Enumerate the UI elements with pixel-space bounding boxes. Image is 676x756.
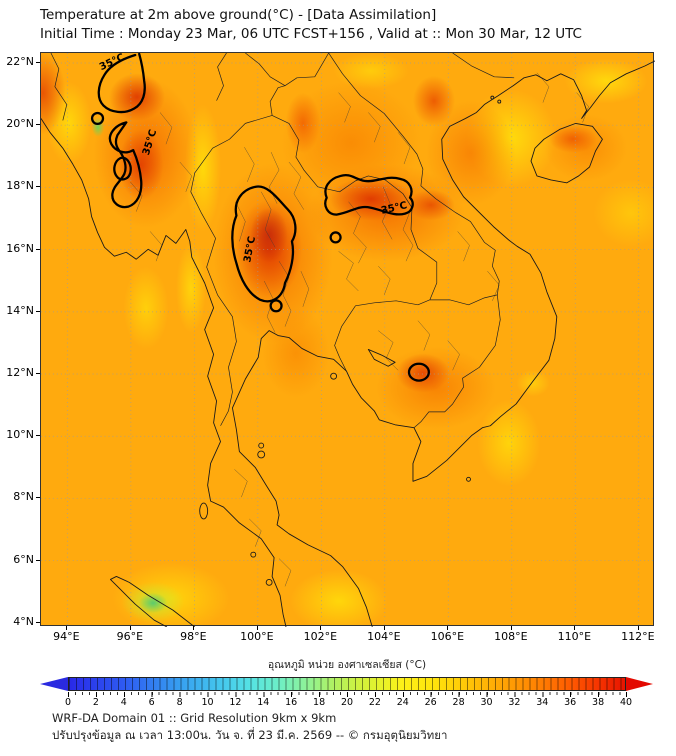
- lat-tick-label: 14°N: [6, 303, 34, 317]
- colorbar-tick-label: 6: [148, 697, 155, 708]
- colorbar-tick-label: 4: [120, 697, 127, 708]
- lon-tick-label: 104°E: [367, 630, 401, 643]
- country-borders: [50, 53, 515, 428]
- lon-tick-label: 108°E: [494, 630, 528, 643]
- colorbar-tick-label: 12: [229, 697, 242, 708]
- lat-tick-mark: [36, 559, 40, 561]
- colorbar-tick-label: 32: [508, 697, 521, 708]
- lon-tick-label: 102°E: [303, 630, 338, 643]
- colorbar-title: อุณหภูมิ หน่วย องศาเซลเซียส (°C): [267, 659, 427, 671]
- colorbar-tick-label: 40: [619, 697, 633, 708]
- lon-tick-label: 106°E: [430, 630, 465, 643]
- colorbar-tick-label: 2: [92, 697, 99, 708]
- lat-tick-label: 12°N: [6, 366, 34, 379]
- colorbar-gradient: [68, 677, 626, 691]
- colorbar-tick-label: 8: [176, 697, 183, 708]
- lat-tick-mark: [36, 497, 40, 499]
- lon-tick-label: 96°E: [116, 630, 144, 643]
- lat-tick-label: 18°N: [6, 179, 34, 193]
- lon-tick-mark: [66, 626, 68, 630]
- lon-tick-mark: [383, 626, 385, 630]
- lat-tick-mark: [36, 435, 40, 437]
- lat-tick-mark: [36, 310, 40, 312]
- chart-subtitle: Initial Time : Monday 23 Mar, 06 UTC FCS…: [40, 26, 582, 42]
- temperature-field: [41, 53, 653, 625]
- lon-tick-mark: [129, 626, 131, 630]
- colorbar-tick-label: 18: [313, 697, 326, 708]
- lat-tick-label: 4°N: [13, 614, 34, 628]
- lat-tick-mark: [36, 621, 40, 623]
- lat-tick-label: 20°N: [6, 117, 34, 131]
- grid-lines: [41, 53, 655, 627]
- lon-tick-label: 98°E: [180, 630, 207, 643]
- province-borders: [130, 72, 589, 587]
- colorbar-tick-label: 22: [368, 697, 381, 708]
- lat-tick-label: 10°N: [6, 428, 34, 442]
- colorbar-tick-label: 26: [424, 697, 437, 708]
- colorbar-tick-label: 30: [480, 697, 493, 708]
- footer-update-info: ปรับปรุงข้อมูล ณ เวลา 13:00น. วัน จ. ที่…: [52, 728, 448, 742]
- temperature-contours-35c: [90, 53, 430, 382]
- colorbar-tick-label: 14: [257, 697, 270, 708]
- lon-tick-mark: [256, 626, 258, 630]
- lat-tick-mark: [36, 186, 40, 188]
- colorbar-tick-label: 38: [592, 697, 605, 708]
- lat-tick-label: 6°N: [13, 552, 34, 566]
- lon-tick-mark: [510, 626, 512, 630]
- colorbar-tick-label: 24: [396, 697, 409, 708]
- map-plot-area: 35°C 35°C 35°C 35°C: [40, 52, 655, 627]
- colorbar-tick-label: 34: [536, 697, 549, 708]
- colorbar-min-arrow: [40, 677, 68, 691]
- colorbar-tick-label: 0: [64, 697, 72, 708]
- lon-tick-label: 94°E: [53, 630, 80, 643]
- lon-tick-label: 112°E: [621, 630, 655, 643]
- lat-tick-mark: [36, 248, 40, 250]
- lat-tick-mark: [36, 124, 40, 126]
- lat-tick-mark: [36, 62, 40, 63]
- lat-tick-label: 22°N: [6, 55, 34, 68]
- map-overlay: [41, 53, 655, 627]
- lat-tick-mark: [36, 373, 40, 374]
- lon-tick-mark: [637, 626, 639, 630]
- lon-tick-mark: [574, 626, 576, 630]
- lat-tick-label: 8°N: [13, 490, 34, 504]
- lat-tick-label: 16°N: [6, 241, 34, 255]
- footer-model-info: WRF-DA Domain 01 :: Grid Resolution 9km …: [52, 711, 337, 725]
- colorbar: [40, 677, 654, 692]
- lon-tick-mark: [447, 626, 449, 630]
- lon-tick-label: 100°E: [240, 630, 274, 643]
- lon-tick-label: 110°E: [557, 630, 592, 643]
- colorbar-tick-label: 20: [340, 697, 354, 708]
- lon-tick-mark: [320, 626, 322, 630]
- colorbar-major-ticks: [68, 692, 627, 697]
- lon-tick-mark: [193, 626, 195, 630]
- colorbar-tick-label: 10: [201, 697, 214, 708]
- colorbar-tick-label: 36: [564, 697, 577, 708]
- colorbar-max-arrow: [626, 677, 653, 691]
- colorbar-tick-label: 28: [452, 697, 465, 708]
- chart-title: Temperature at 2m above ground(°C) - [Da…: [40, 7, 437, 23]
- colorbar-tick-label: 16: [285, 697, 298, 708]
- coastlines: [41, 60, 655, 627]
